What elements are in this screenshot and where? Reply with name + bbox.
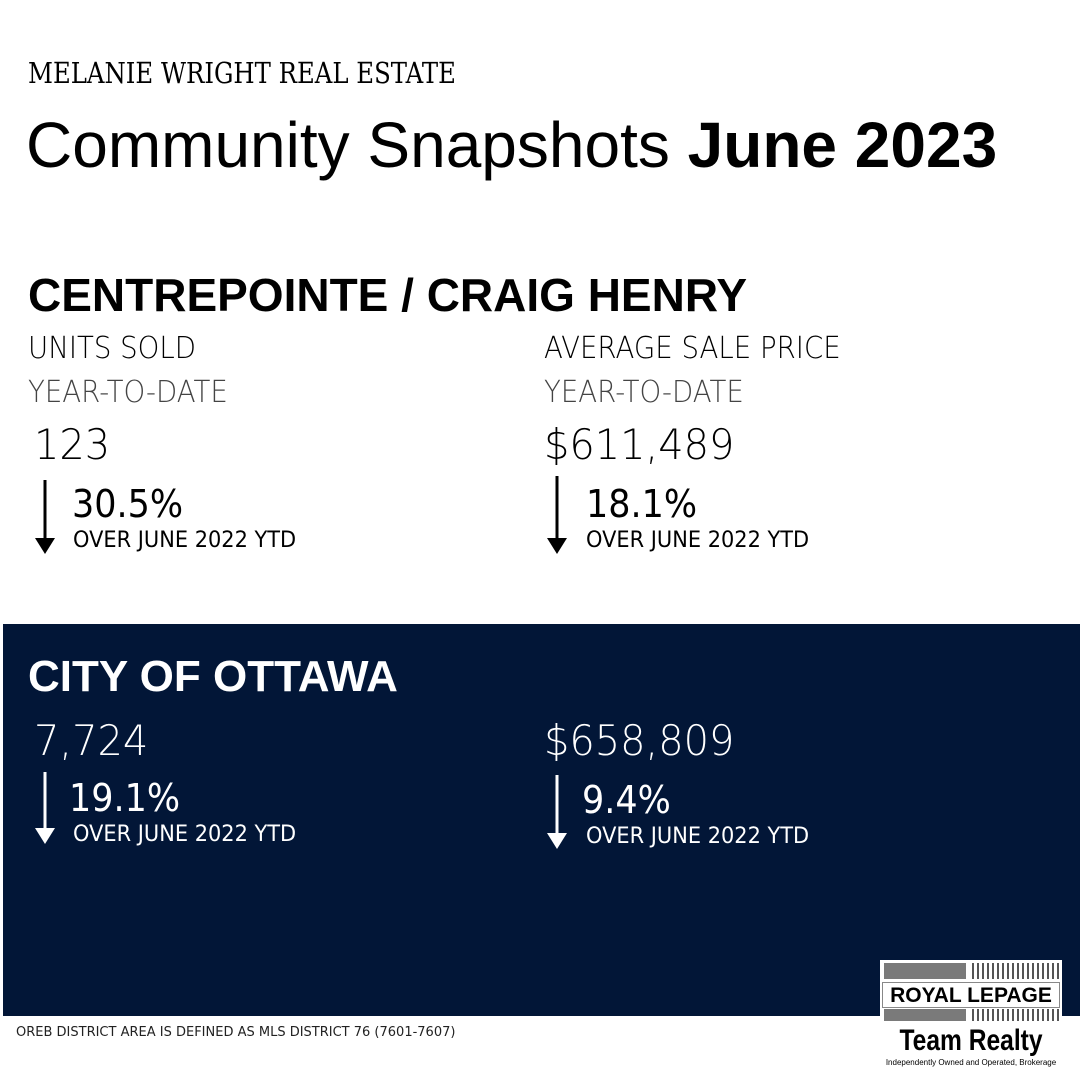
arrow-down-icon xyxy=(35,480,55,554)
price-sublabel: YEAR-TO-DATE xyxy=(544,375,744,410)
logo-royal-lepage: ROYAL LEPAGE xyxy=(882,982,1060,1008)
logo-tagline: Independently Owned and Operated, Broker… xyxy=(885,1058,1057,1067)
units-sublabel: YEAR-TO-DATE xyxy=(28,375,228,410)
price-label: AVERAGE SALE PRICE xyxy=(544,331,841,366)
price-change-label: OVER JUNE 2022 YTD xyxy=(586,528,810,553)
price-change: 18.1% xyxy=(586,482,698,526)
city-name: CITY OF OTTAWA xyxy=(28,652,398,701)
logo-stripes xyxy=(884,1009,1059,1021)
arrow-down-icon xyxy=(547,775,567,849)
units-change-label: OVER JUNE 2022 YTD xyxy=(73,528,297,553)
footnote: OREB DISTRICT AREA IS DEFINED AS MLS DIS… xyxy=(16,1025,456,1040)
city-units-value: 7,724 xyxy=(34,716,149,765)
royal-lepage-logo: ROYAL LEPAGE Team Realty Independently O… xyxy=(880,960,1062,1072)
page-title: Community Snapshots June 2023 xyxy=(26,108,997,182)
city-units-change-label: OVER JUNE 2022 YTD xyxy=(73,822,297,847)
community-name: CENTREPOINTE / CRAIG HENRY xyxy=(28,269,748,321)
price-value: $611,489 xyxy=(544,420,735,469)
city-price-change-label: OVER JUNE 2022 YTD xyxy=(586,824,810,849)
city-price-change: 9.4% xyxy=(582,778,671,822)
city-units-change: 19.1% xyxy=(69,776,181,820)
units-value: 123 xyxy=(34,420,111,469)
arrow-down-icon xyxy=(547,476,567,554)
brand-name: MELANIE WRIGHT REAL ESTATE xyxy=(28,56,456,90)
city-panel xyxy=(3,624,1080,1016)
logo-team-realty: Team Realty xyxy=(899,1024,1043,1057)
logo-stripes xyxy=(884,963,1059,979)
units-change: 30.5% xyxy=(72,482,184,526)
units-label: UNITS SOLD xyxy=(28,331,197,366)
city-price-value: $658,809 xyxy=(544,716,735,765)
title-regular: Community Snapshots xyxy=(26,109,670,181)
arrow-down-icon xyxy=(35,772,55,844)
title-bold: June 2023 xyxy=(687,109,998,181)
